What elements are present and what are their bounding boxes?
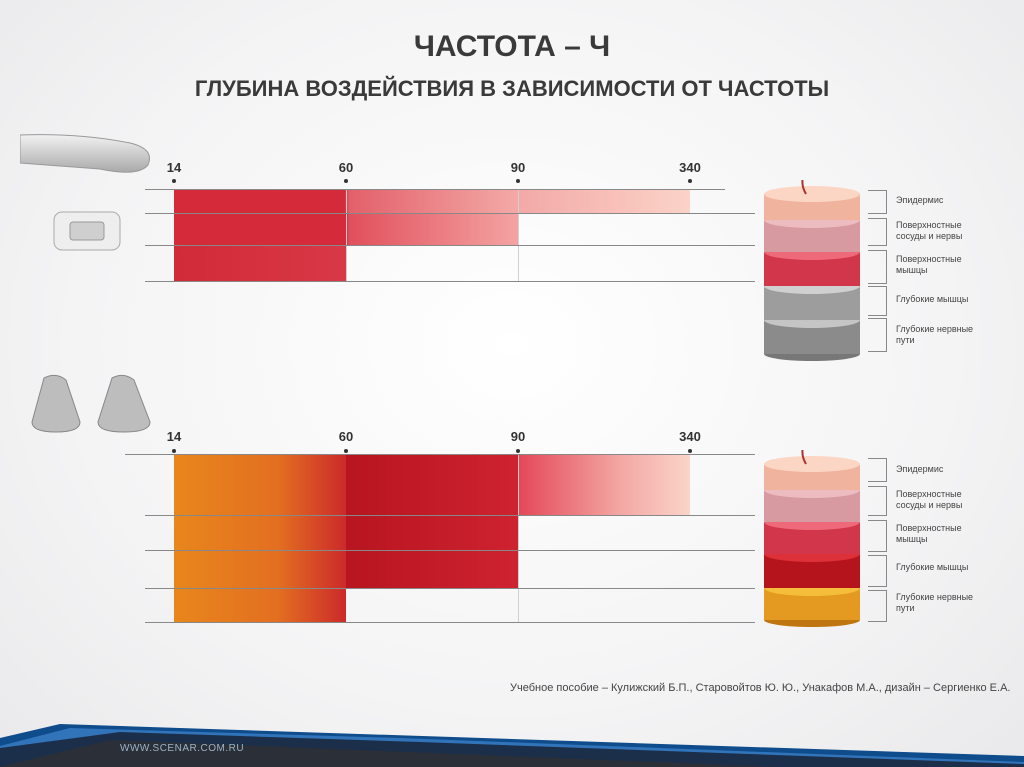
layer-label-deep-nerves: Глубокие нервные пути <box>896 324 974 345</box>
row-line <box>125 454 755 455</box>
layer-label-vessels: Поверхностные сосуды и нервы <box>896 489 963 510</box>
bar-orange <box>174 455 346 622</box>
layer-label-vessels: Поверхностные сосуды и нервы <box>896 220 963 241</box>
page-subtitle: ГЛУБИНА ВОЗДЕЙСТВИЯ В ЗАВИСИМОСТИ ОТ ЧАС… <box>194 76 830 101</box>
tick-label: 90 <box>510 429 526 444</box>
tick-label: 60 <box>338 429 354 444</box>
layer-label-deep-muscles: Глубокие мышцы <box>896 562 969 572</box>
layer-bracket <box>868 590 887 622</box>
tick-dot <box>172 449 176 453</box>
page-title: ЧАСТОТА – Ч <box>413 30 611 63</box>
credits-text: Учебное пособие – Кулижский Б.П., Старов… <box>510 682 1011 694</box>
bar-muscles <box>174 245 346 281</box>
layer-label-superficial-muscles: Поверхностные мышцы <box>896 523 962 544</box>
layer-label-deep-nerves: Глубокие нервные пути <box>896 592 974 613</box>
bar-pink <box>518 455 690 515</box>
layer-label-epidermis: Эпидермис <box>896 464 944 474</box>
tick-label: 14 <box>166 160 182 175</box>
cone-electrode-right-icon <box>97 374 151 433</box>
layer-bracket <box>868 250 887 284</box>
grid-line <box>518 190 519 282</box>
bottom-band <box>0 724 1024 767</box>
tick-dot <box>516 179 520 183</box>
row-line <box>145 189 725 190</box>
tick-dot <box>688 449 692 453</box>
website-link[interactable]: WWW.SCENAR.COM.RU <box>120 743 245 754</box>
tick-label: 90 <box>510 160 526 175</box>
tick-label: 14 <box>166 429 182 444</box>
tick-dot <box>516 449 520 453</box>
tick-label: 60 <box>338 160 354 175</box>
row-line <box>145 213 755 214</box>
layer-bracket <box>868 486 887 516</box>
layer-label-epidermis: Эпидермис <box>896 195 944 205</box>
layer-label-superficial-muscles: Поверхностные мышцы <box>896 254 962 275</box>
row-line <box>145 622 755 623</box>
row-line <box>145 245 755 246</box>
row-line <box>145 515 755 516</box>
grid-line <box>346 190 347 282</box>
square-electrode-icon <box>53 211 121 251</box>
bar-epidermis <box>174 190 690 213</box>
layer-bracket <box>868 458 887 482</box>
tick-dot <box>688 179 692 183</box>
cone-electrode-left-icon <box>31 374 81 433</box>
layer-bracket <box>868 520 887 552</box>
row-line <box>145 550 755 551</box>
layer-bracket <box>868 318 887 352</box>
bar-red <box>346 455 518 588</box>
long-electrode-icon <box>20 134 150 173</box>
tick-label: 340 <box>679 429 701 444</box>
tick-dot <box>172 179 176 183</box>
layer-bracket <box>868 218 887 246</box>
skin-layers-icon <box>764 450 860 627</box>
skin-layers-icon <box>764 180 860 361</box>
layer-bracket <box>868 286 887 316</box>
layer-bracket <box>868 190 887 214</box>
row-line <box>145 281 755 282</box>
tick-dot <box>344 449 348 453</box>
layer-label-deep-muscles: Глубокие мышцы <box>896 294 969 304</box>
tick-dot <box>344 179 348 183</box>
row-line <box>145 588 755 589</box>
layer-bracket <box>868 555 887 587</box>
tick-label: 340 <box>679 160 701 175</box>
grid-line <box>518 455 519 622</box>
